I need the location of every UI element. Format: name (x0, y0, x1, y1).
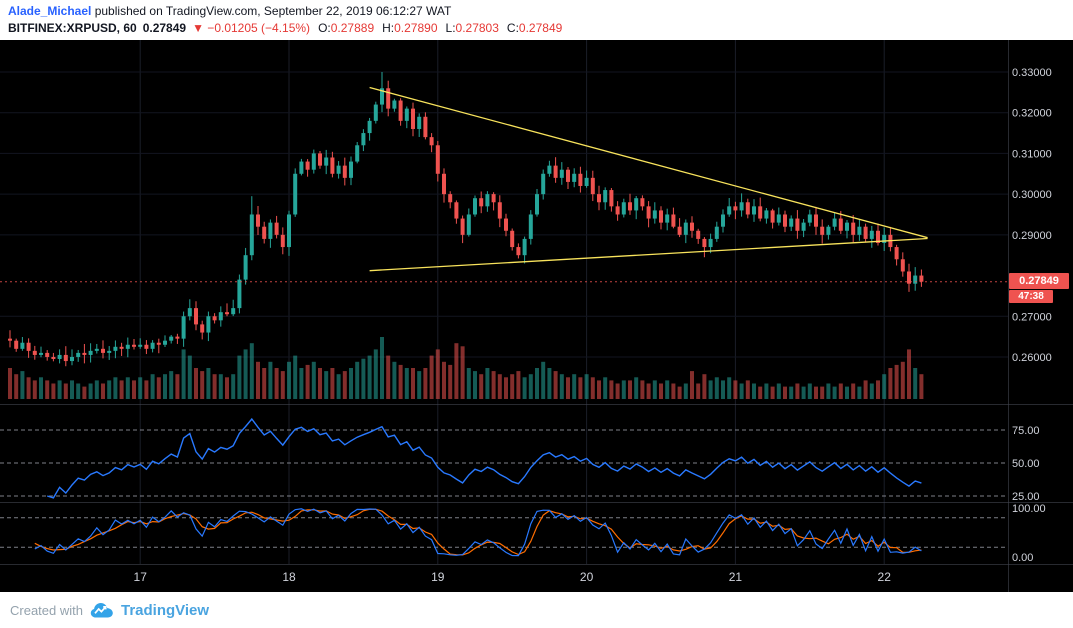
indicators-layer (0, 417, 1008, 557)
price-axis-label: 0.33000 (1012, 67, 1052, 79)
publish-line: Alade_Michael published on TradingView.c… (8, 3, 1073, 20)
time-axis-label: 17 (134, 570, 148, 584)
publish-header: Alade_Michael published on TradingView.c… (0, 0, 1073, 40)
upper-descending-trendline[interactable] (369, 86, 928, 239)
author-link[interactable]: Alade_Michael (8, 4, 92, 18)
volume-layer (8, 337, 924, 399)
time-axis-label: 21 (729, 570, 743, 584)
stoch-axis-label: 0.00 (1012, 552, 1033, 564)
time-axis-label: 18 (282, 570, 296, 584)
created-with-text: Created with (10, 602, 83, 618)
tradingview-wordmark[interactable]: TradingView (120, 601, 210, 619)
low-value: L:0.27803 (445, 21, 499, 35)
axis-layer: 17 18 19 20 21 22 0.33000 0.32000 0.31000 0.30000… (0, 40, 1073, 592)
symbol-line: BITFINEX:XRPUSD, 60 0.27849 ▼ −0.01205 (−4… (8, 20, 1073, 37)
time-axis-label: 22 (878, 570, 892, 584)
rsi-line (46, 417, 922, 499)
published-text: published on TradingView.com, September … (91, 4, 452, 18)
stoch-k-line (34, 508, 922, 557)
price-axis-label: 0.27000 (1012, 311, 1052, 323)
price-axis-label: 0.26000 (1012, 352, 1052, 364)
tradingview-logo-icon[interactable] (90, 602, 114, 619)
symbol-interval: BITFINEX:XRPUSD, 60 (8, 21, 137, 35)
last-price-tag: 0.27849 (1009, 272, 1069, 289)
price-axis-label: 0.29000 (1012, 230, 1052, 242)
time-axis-label: 19 (431, 570, 445, 584)
snapshot-footer: Created with TradingView (0, 592, 1073, 628)
grid-layer (0, 40, 1008, 564)
rsi-axis-label: 75.00 (1012, 425, 1040, 437)
rsi-axis-label: 25.00 (1012, 491, 1040, 503)
open-value: O:0.27889 (318, 21, 375, 35)
high-value: H:0.27890 (382, 21, 438, 35)
trendlines-layer (369, 86, 928, 272)
price-change: ▼ −0.01205 (−4.15%) (192, 21, 311, 35)
stoch-axis-label: 100.00 (1012, 503, 1046, 515)
lower-ascending-trendline[interactable] (369, 237, 928, 272)
candles-layer (8, 72, 924, 367)
rsi-axis-label: 50.00 (1012, 458, 1040, 470)
price-axis-label: 0.30000 (1012, 189, 1052, 201)
last-price: 0.27849 (142, 21, 187, 35)
close-value: C:0.27849 (506, 21, 563, 35)
price-axis-label: 0.32000 (1012, 108, 1052, 120)
bar-countdown-tag: 47:38 (1009, 289, 1053, 303)
price-axis-label: 0.31000 (1012, 148, 1052, 160)
time-axis-label: 20 (580, 570, 594, 584)
stoch-d-line (34, 508, 922, 556)
